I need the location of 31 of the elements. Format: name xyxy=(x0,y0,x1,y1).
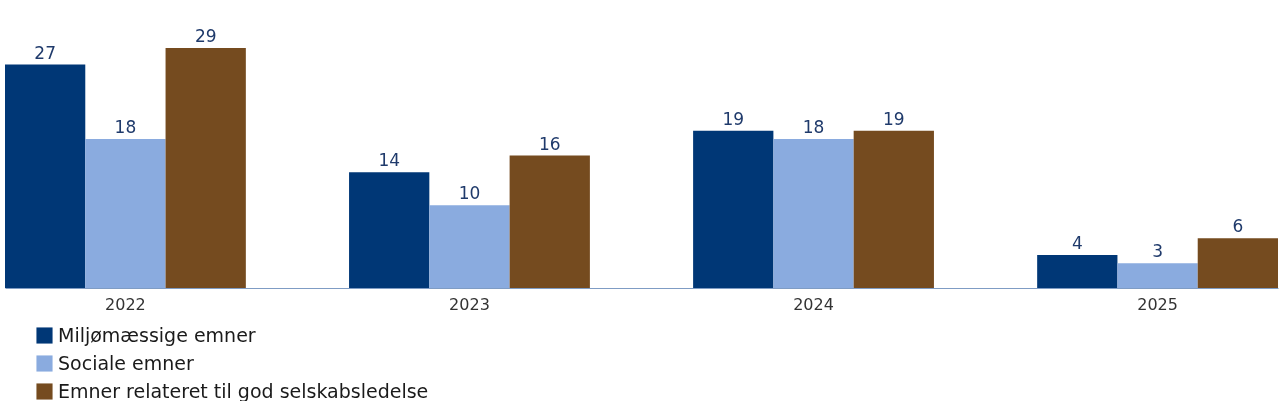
data-label: 18 xyxy=(802,117,825,138)
bar xyxy=(509,155,590,288)
data-label: 14 xyxy=(378,150,401,171)
x-tick-label: 2024 xyxy=(793,294,834,314)
data-label: 4 xyxy=(1071,232,1083,253)
bar xyxy=(1197,238,1278,288)
bar xyxy=(349,172,430,288)
data-label: 27 xyxy=(34,42,56,63)
bar xyxy=(429,205,510,288)
bar xyxy=(85,139,166,288)
data-label: 16 xyxy=(538,133,561,154)
x-tick-label: 2022 xyxy=(105,294,146,314)
data-label: 18 xyxy=(114,117,137,138)
bar xyxy=(165,48,246,288)
data-label: 6 xyxy=(1232,216,1244,237)
data-label: 3 xyxy=(1152,241,1163,262)
bar xyxy=(853,130,934,288)
bar xyxy=(5,64,86,288)
legend-label: Miljømæssige emner xyxy=(58,323,256,346)
data-label: 19 xyxy=(882,108,905,129)
bar xyxy=(773,139,854,288)
data-label: 10 xyxy=(458,183,481,204)
legend-label: Sociale emner xyxy=(58,351,194,374)
bar xyxy=(693,130,774,288)
data-label: 19 xyxy=(722,108,745,129)
data-label: 29 xyxy=(194,26,217,46)
bar xyxy=(1037,254,1118,288)
legend-label: Emner relateret til god selskabsledelse xyxy=(58,379,429,401)
bar xyxy=(1117,263,1198,288)
x-tick-label: 2025 xyxy=(1137,294,1178,314)
x-tick-label: 2023 xyxy=(449,294,490,314)
